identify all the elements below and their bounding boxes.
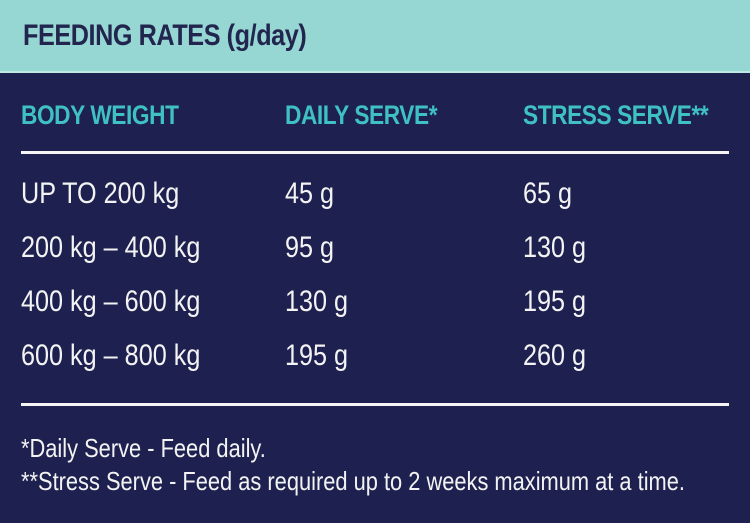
table-row: UP TO 200 kg 45 g 65 g: [21, 167, 729, 221]
table-row: 400 kg – 600 kg 130 g 195 g: [21, 275, 729, 329]
divider-bottom: [21, 403, 729, 406]
column-header-body-weight: BODY WEIGHT: [21, 99, 179, 130]
stress-serve-cell: 65 g: [523, 177, 573, 210]
stress-serve-cell: 260 g: [523, 339, 587, 372]
table-header-row: BODY WEIGHT DAILY SERVE* STRESS SERVE**: [21, 97, 729, 133]
column-header-daily-serve: DAILY SERVE*: [285, 99, 438, 130]
table-row: 200 kg – 400 kg 95 g 130 g: [21, 221, 729, 275]
daily-serve-cell: 195 g: [285, 339, 349, 372]
page-title: FEEDING RATES (g/day): [23, 19, 360, 53]
daily-serve-cell: 130 g: [285, 285, 349, 318]
divider-top: [21, 151, 729, 154]
body-weight-cell: 600 kg – 800 kg: [21, 339, 201, 372]
footnotes: *Daily Serve - Feed daily. **Stress Serv…: [21, 432, 729, 498]
table-row: 600 kg – 800 kg 195 g 260 g: [21, 329, 729, 383]
footnote-stress-serve: **Stress Serve - Feed as required up to …: [21, 466, 685, 496]
body-weight-cell: 400 kg – 600 kg: [21, 285, 201, 318]
footnote-daily-serve: *Daily Serve - Feed daily.: [21, 433, 266, 463]
header-band: FEEDING RATES (g/day): [0, 0, 750, 73]
stress-serve-cell: 195 g: [523, 285, 587, 318]
daily-serve-cell: 95 g: [285, 231, 335, 264]
table-body: UP TO 200 kg 45 g 65 g 200 kg – 400 kg 9…: [21, 154, 729, 383]
page-title-text: FEEDING RATES (g/day): [23, 18, 307, 52]
daily-serve-cell: 45 g: [285, 177, 335, 210]
body-weight-cell: UP TO 200 kg: [21, 177, 180, 210]
table-container: BODY WEIGHT DAILY SERVE* STRESS SERVE** …: [0, 97, 750, 498]
body-weight-cell: 200 kg – 400 kg: [21, 231, 201, 264]
stress-serve-cell: 130 g: [523, 231, 587, 264]
column-header-stress-serve: STRESS SERVE**: [523, 99, 709, 130]
